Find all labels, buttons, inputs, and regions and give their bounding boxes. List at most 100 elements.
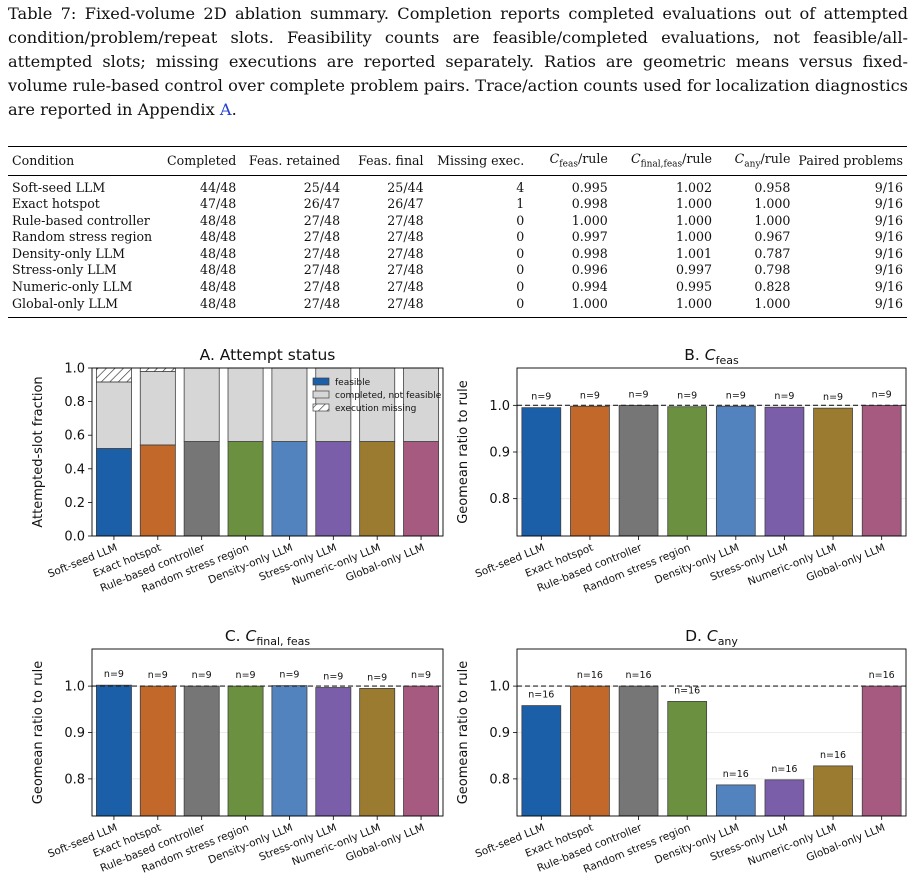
table-cell: 0.958 — [754, 179, 791, 195]
table-cell: 0.995 — [675, 279, 712, 295]
bar — [813, 407, 853, 537]
table-row: Stress-only LLM 48/48 27/48 27/48 0 0.996 0.99… — [8, 262, 907, 279]
header-feas-retained: Feas. retained — [248, 152, 341, 168]
table-cell: 1.000 — [754, 295, 791, 311]
legend-label: execution missing — [335, 404, 416, 414]
table-cell: 1.000 — [754, 212, 791, 228]
bar — [764, 779, 805, 817]
bar — [521, 705, 562, 817]
y-tick-label: 0.8 — [64, 395, 85, 410]
y-tick-label: 0.8 — [64, 772, 85, 787]
legend-label: completed, not feasible — [335, 391, 442, 401]
y-tick-label: 0.0 — [64, 530, 85, 545]
bar-count-label: n=9 — [411, 670, 431, 681]
header-paired-problems: Paired problems — [798, 152, 903, 168]
chart-title: A. Attempt status — [200, 346, 336, 364]
table-cell: 0.828 — [754, 279, 791, 295]
legend-swatch — [312, 403, 330, 412]
table-cell: 48/48 — [199, 262, 237, 278]
bar — [667, 701, 708, 817]
table-cell: 9/16 — [874, 295, 903, 311]
bar — [618, 685, 659, 817]
table-cell: 0.997 — [571, 229, 608, 245]
bar-segment-completed-not-feasible — [403, 367, 440, 442]
caption-end: . — [231, 100, 237, 119]
bar — [403, 685, 440, 817]
bar — [139, 685, 176, 817]
table-cell: 44/48 — [199, 179, 237, 195]
table-cell: 27/48 — [303, 279, 341, 295]
table-cell: 0.997 — [675, 262, 712, 278]
appendix-link[interactable]: A — [219, 100, 232, 119]
axes-frame — [91, 367, 444, 537]
y-tick-label: 1.0 — [489, 399, 510, 414]
table-row: Rule-based controller 48/48 27/48 27/48 0 1.0… — [8, 213, 907, 230]
table-cell: 1.002 — [675, 179, 712, 195]
table-cell: 26/47 — [387, 196, 424, 212]
bar-segment-feasible — [95, 448, 132, 537]
table-cell: 25/44 — [303, 179, 341, 195]
table-cell: Random stress region — [12, 229, 153, 245]
table-cell: 48/48 — [199, 212, 237, 228]
y-tick-label: 1.0 — [489, 680, 510, 695]
table-cell: 0.998 — [571, 196, 608, 212]
legend-label: feasible — [335, 378, 371, 388]
table-cell: 0 — [516, 295, 525, 311]
table-cell: 0.967 — [754, 229, 791, 245]
bar — [570, 405, 610, 537]
bar — [764, 406, 805, 537]
table-row: Soft-seed LLM 44/48 25/44 25/44 4 0.995 1.002 0… — [8, 175, 907, 196]
y-tick-label: 0.8 — [489, 772, 510, 787]
table-cell: 1.001 — [675, 245, 712, 261]
header-completed: Completed — [166, 152, 237, 168]
bar-segment-completed-not-feasible — [271, 367, 308, 442]
table-cell: Soft-seed LLM — [12, 179, 106, 195]
bar — [315, 687, 352, 817]
bar — [183, 685, 220, 817]
table-cell: 26/47 — [303, 196, 341, 212]
table-cell: 48/48 — [199, 295, 237, 311]
table-cell: 9/16 — [874, 245, 903, 261]
caption-text: Fixed-volume 2D ablation summary. Comple… — [8, 4, 908, 119]
table-row: Global-only LLM 48/48 27/48 27/48 0 1.000 1.00… — [8, 296, 907, 318]
y-tick-label: 0.9 — [489, 446, 510, 461]
table-cell: 27/48 — [303, 245, 341, 261]
bar — [521, 407, 562, 537]
y-tick-label: 0.9 — [489, 726, 510, 741]
table-cell: 1.000 — [571, 212, 608, 228]
table-cell: Rule-based controller — [12, 212, 150, 228]
table-cell: Exact hotspot — [12, 196, 100, 212]
table-cell: 27/48 — [387, 279, 424, 295]
header-c-any: Cany/rule — [734, 151, 791, 170]
bar-count-label: n=9 — [323, 672, 343, 683]
table-cell: 27/48 — [303, 262, 341, 278]
table-cell: 0.996 — [571, 262, 608, 278]
table-cell: 0 — [516, 279, 525, 295]
bar-segment-completed-not-feasible — [227, 367, 264, 442]
table-row: Exact hotspot 47/48 26/47 26/47 1 0.998 1.000 1… — [8, 196, 907, 213]
bar-segment-feasible — [227, 441, 264, 537]
header-missing-exec: Missing exec. — [437, 152, 525, 168]
table-cell: Global-only LLM — [12, 295, 118, 311]
table-cell: 4 — [516, 179, 525, 195]
caption-label: Table 7: — [8, 4, 77, 23]
table-cell: 27/48 — [387, 295, 424, 311]
bar-count-label: n=16 — [626, 670, 652, 681]
bar — [715, 405, 756, 537]
table-cell: 9/16 — [874, 279, 903, 295]
table-cell: 27/48 — [303, 212, 341, 228]
bar-count-label: n=16 — [674, 685, 700, 696]
table-cell: 48/48 — [199, 245, 237, 261]
bar-count-label: n=9 — [872, 389, 892, 400]
table-cell: 47/48 — [199, 196, 237, 212]
bar-count-label: n=9 — [531, 392, 551, 403]
table-cell: 1.000 — [675, 212, 712, 228]
bar-count-label: n=9 — [104, 669, 124, 680]
y-axis-label: Geomean ratio to rule — [31, 661, 46, 805]
bar-segment-completed-not-feasible — [183, 367, 220, 442]
bar — [618, 404, 659, 537]
axes-frame — [91, 648, 444, 817]
y-axis-label: Geomean ratio to rule — [456, 661, 471, 805]
